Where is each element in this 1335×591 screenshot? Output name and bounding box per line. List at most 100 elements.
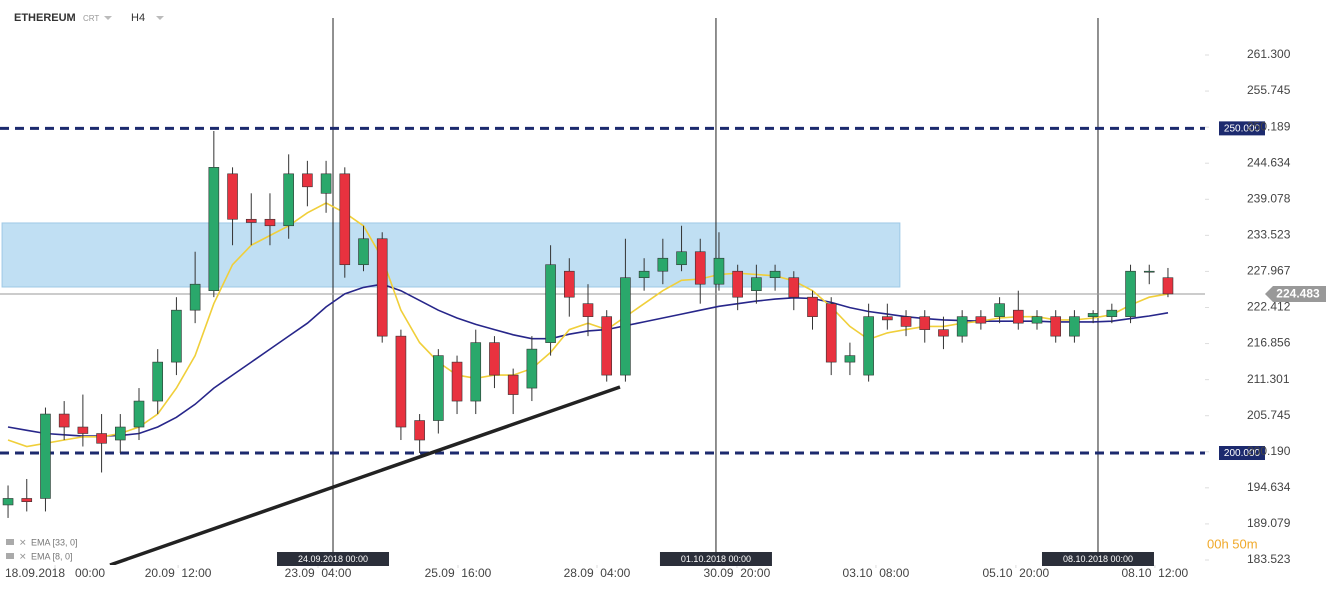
candle-body <box>825 303 837 363</box>
y-tick-label: 250.189 <box>1247 119 1291 133</box>
candle-body <box>769 270 781 279</box>
y-tick-label: 211.301 <box>1247 372 1290 386</box>
candle-body <box>133 400 145 428</box>
x-tick-label: 05.10 20:00 <box>982 566 1049 580</box>
candle-body <box>807 296 818 317</box>
candle-body <box>376 238 388 337</box>
candle-body <box>152 361 164 402</box>
candle-body <box>507 374 519 395</box>
legend-icon[interactable] <box>6 553 14 559</box>
candle-body <box>844 355 856 363</box>
y-tick-label: 194.634 <box>1247 480 1291 494</box>
candle-body <box>545 264 556 343</box>
candle-body <box>1125 270 1136 317</box>
candle-body <box>451 361 463 402</box>
candle-body <box>676 251 687 266</box>
candle-body <box>938 329 949 337</box>
level-label: 200.000 <box>1224 448 1261 459</box>
candle-body <box>1069 316 1080 337</box>
candle-body <box>433 355 444 421</box>
candle-body <box>638 270 650 279</box>
candle-body <box>994 303 1005 317</box>
candle-body <box>114 426 126 441</box>
y-tick-label: 233.523 <box>1247 228 1291 242</box>
candle-body <box>919 316 931 330</box>
trendline <box>109 385 621 565</box>
candle-body <box>788 277 800 298</box>
separator-label: 01.10.2018 00:00 <box>681 554 751 564</box>
candle-body <box>1012 309 1024 324</box>
candle-body <box>470 342 482 402</box>
candle-body <box>302 173 313 188</box>
x-tick-label: 25.09 16:00 <box>425 566 492 580</box>
current-price-label: 224.483 <box>1276 287 1320 301</box>
candle-body <box>563 270 575 298</box>
symbol-type: CRT <box>83 14 99 23</box>
separator-label-box <box>277 552 390 566</box>
legend-close[interactable]: ✕ <box>19 551 27 561</box>
x-tick-label: 30.09 20:00 <box>704 566 771 580</box>
candle-body <box>283 173 294 227</box>
candle-body <box>58 413 70 428</box>
separator-label-box <box>659 552 772 566</box>
level-label-box <box>1219 446 1265 461</box>
candle-body <box>395 335 407 428</box>
candle-body <box>358 238 369 266</box>
separator-label: 24.09.2018 00:00 <box>298 554 368 564</box>
separator-label-box <box>1041 552 1154 566</box>
interval[interactable]: H4 <box>131 12 145 24</box>
candle-body <box>751 277 762 291</box>
candle-body <box>171 309 182 363</box>
candle-body <box>2 498 14 506</box>
x-tick-label: 23.09 04:00 <box>285 566 352 580</box>
candle-body <box>320 173 332 194</box>
candle-body <box>1162 277 1174 295</box>
separator-label: 08.10.2018 00:00 <box>1063 554 1133 564</box>
legend-icon[interactable] <box>6 539 14 545</box>
candle-body <box>526 348 538 389</box>
candle-body <box>713 257 725 285</box>
candle-body <box>882 316 893 321</box>
zone <box>1 222 901 288</box>
candle-body <box>732 270 743 298</box>
candle-body <box>863 316 874 376</box>
symbol[interactable]: ETHEREUM <box>14 12 76 24</box>
candle-timer: 00h 50m <box>1207 536 1258 551</box>
y-tick-label: 189.079 <box>1247 516 1291 530</box>
dropdown-arrow[interactable] <box>104 16 112 20</box>
candle-body <box>1050 316 1062 337</box>
legend-entry: EMA [33, 0] <box>31 537 78 547</box>
level-label: 250.000 <box>1224 124 1261 135</box>
x-tick-label: 08.10 12:00 <box>1121 566 1188 580</box>
candle-body <box>245 218 257 223</box>
candle-body <box>657 257 669 272</box>
level-label-box <box>1219 121 1265 136</box>
candle-body <box>601 316 613 376</box>
current-price-box <box>1265 286 1326 303</box>
candle-body <box>1031 316 1043 324</box>
legend-close[interactable]: ✕ <box>19 537 27 547</box>
y-tick-label: 222.412 <box>1247 300 1291 314</box>
candle-body <box>1143 270 1155 273</box>
y-tick-label: 216.856 <box>1247 336 1291 350</box>
y-tick-label: 183.523 <box>1247 552 1291 566</box>
candle-body <box>264 218 276 227</box>
candle-body <box>489 342 500 376</box>
dropdown-arrow[interactable] <box>156 16 164 20</box>
candle-body <box>1106 309 1118 317</box>
candle-body <box>956 316 968 337</box>
legend: ✕ EMA [33, 0] ✕ EMA [8, 0] <box>6 537 78 561</box>
candle-body <box>582 303 594 317</box>
candle-body <box>77 426 89 434</box>
x-tick-label: 20.09 12:00 <box>145 566 212 580</box>
x-tick-label: 03.10 08:00 <box>843 566 910 580</box>
y-tick-label: 255.745 <box>1247 83 1291 97</box>
candle-body <box>414 420 425 441</box>
candle-body <box>208 167 220 291</box>
plot-area <box>0 18 1205 565</box>
candle-body <box>21 498 33 502</box>
candle-body <box>96 433 107 444</box>
y-tick-label: 227.967 <box>1247 264 1291 278</box>
y-tick-label: 239.078 <box>1247 191 1291 205</box>
